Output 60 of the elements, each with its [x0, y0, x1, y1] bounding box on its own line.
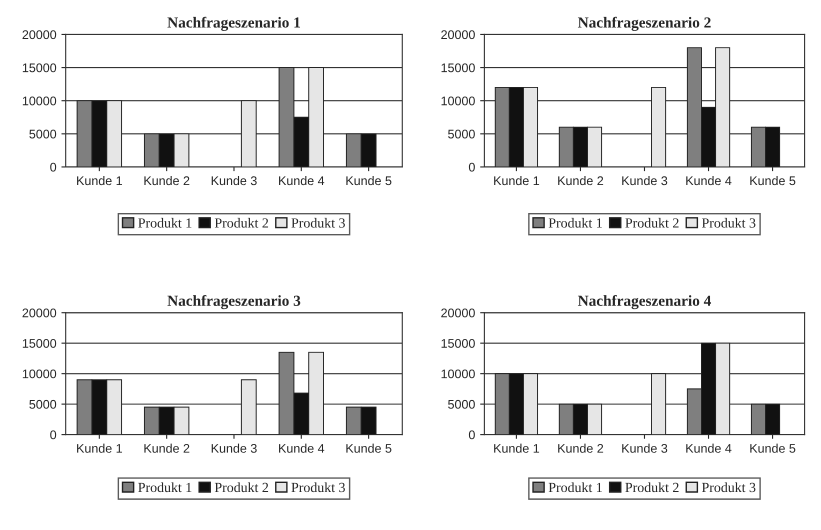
- x-tick-label: Kunde 1: [494, 444, 540, 453]
- y-tick-label: 5000: [448, 130, 475, 138]
- bar: [651, 86, 666, 167]
- x-tick-label: Kunde 5: [750, 444, 796, 453]
- x-tick-label: Kunde 1: [77, 176, 122, 186]
- legend-label: Produkt 3: [291, 482, 345, 492]
- legend-label: Produkt 1: [138, 482, 192, 492]
- x-tick-label: Kunde 3: [622, 176, 668, 186]
- legend-label: Produkt 3: [702, 218, 756, 228]
- y-tick-label: 0: [50, 162, 56, 172]
- y-tick-label: 0: [50, 430, 56, 440]
- bar: [651, 373, 666, 435]
- x-tick-label: Kunde 2: [558, 444, 604, 453]
- y-tick-label: 0: [468, 162, 475, 172]
- bar: [240, 100, 257, 167]
- y-tick-label: 20000: [22, 308, 56, 318]
- y-tick-label: 10000: [442, 369, 475, 378]
- x-tick-label: Kunde 5: [346, 444, 392, 453]
- y-tick-label: 10000: [22, 96, 56, 106]
- y-tick-label: 20000: [441, 308, 475, 318]
- x-tick-label: Kunde 1: [77, 444, 122, 453]
- x-tick-label: Kunde 4: [686, 176, 732, 186]
- y-tick-label: 5000: [448, 400, 475, 409]
- legend-label: Produkt 3: [702, 482, 756, 492]
- x-tick-label: Kunde 2: [144, 444, 190, 453]
- x-tick-label: Kunde 4: [686, 444, 732, 453]
- legend-label: Produkt 2: [214, 218, 268, 228]
- chart-title: Nachfrageszenario 4: [578, 295, 712, 310]
- y-tick-label: 20000: [22, 30, 56, 40]
- y-tick-label: 10000: [22, 369, 56, 378]
- legend-label: Produkt 1: [548, 482, 602, 492]
- x-tick-label: Kunde 5: [750, 176, 796, 186]
- y-tick-label: 20000: [441, 30, 475, 40]
- x-tick-label: Kunde 5: [346, 176, 392, 186]
- legend-label: Produkt 3: [291, 218, 345, 228]
- chart-title: Nachfrageszenario 2: [578, 16, 711, 31]
- x-tick-label: Kunde 4: [279, 444, 324, 453]
- legend-label: Produkt 2: [214, 482, 268, 492]
- legend-label: Produkt 2: [625, 482, 679, 492]
- legend-label: Produkt 1: [548, 218, 602, 228]
- x-tick-label: Kunde 3: [622, 444, 668, 453]
- x-tick-label: Kunde 3: [212, 176, 257, 186]
- y-tick-label: 15000: [22, 338, 56, 348]
- x-tick-label: Kunde 1: [494, 176, 540, 186]
- y-tick-label: 15000: [442, 338, 475, 348]
- legend-label: Produkt 1: [138, 218, 192, 228]
- chart-title: Nachfrageszenario 3: [167, 295, 300, 310]
- bar: [240, 379, 257, 435]
- y-tick-label: 15000: [442, 63, 475, 72]
- x-tick-label: Kunde 3: [212, 444, 257, 453]
- y-tick-label: 5000: [29, 130, 56, 138]
- y-tick-label: 15000: [22, 63, 56, 72]
- y-tick-label: 5000: [29, 400, 56, 409]
- y-tick-label: 10000: [442, 96, 475, 106]
- chart-title: Nachfrageszenario 1: [167, 16, 300, 31]
- x-tick-label: Kunde 2: [558, 176, 604, 186]
- x-tick-label: Kunde 2: [144, 176, 190, 186]
- x-tick-label: Kunde 4: [279, 176, 324, 186]
- legend-label: Produkt 2: [625, 218, 679, 228]
- y-tick-label: 0: [468, 430, 475, 440]
